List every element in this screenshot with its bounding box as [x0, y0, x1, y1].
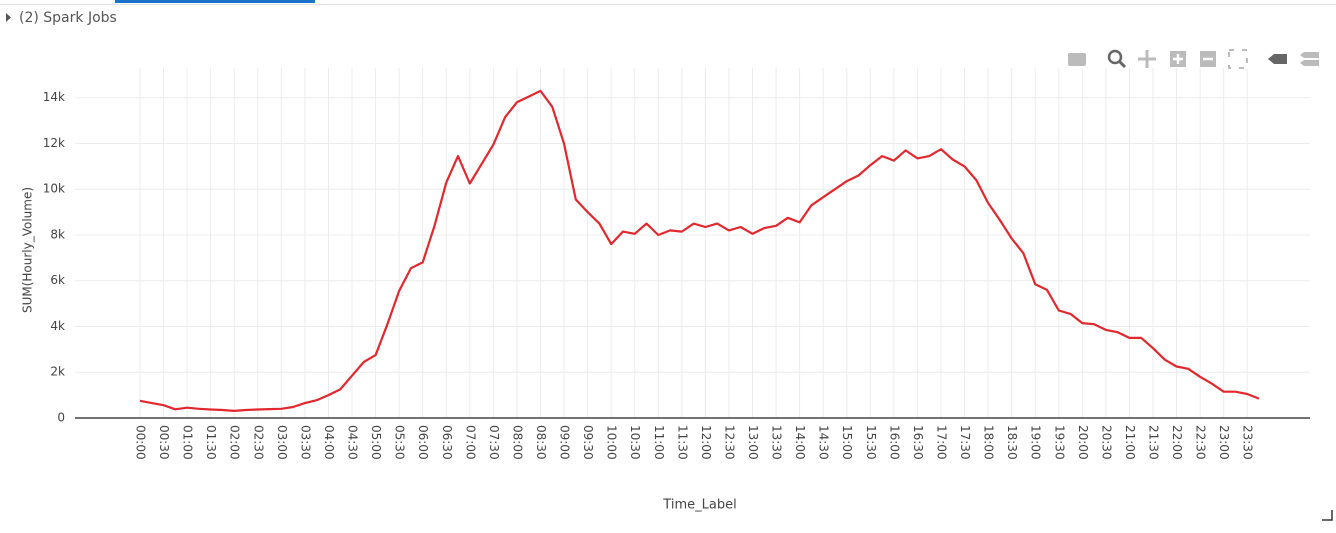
y-tick-label: 8k: [50, 227, 65, 241]
x-tick-label: 18:00: [982, 425, 996, 460]
x-tick-label: 05:30: [393, 425, 407, 460]
x-tick-label: 23:00: [1217, 425, 1231, 460]
x-tick-label: 11:30: [675, 425, 689, 460]
plot: 0 2k 4k 6k 8k 10k 12k 14k 00:00 00:30 01:00 01:30 02…: [43, 68, 1310, 460]
expand-arrow[interactable]: [6, 13, 11, 22]
x-tick-label: 04:30: [346, 425, 360, 460]
x-tick-label: 06:00: [416, 425, 430, 460]
x-tick-label: 07:30: [487, 425, 501, 460]
x-tick-label: 11:00: [652, 425, 666, 460]
x-tick-label: 06:30: [440, 425, 454, 460]
x-tick-label: 22:00: [1170, 425, 1184, 460]
x-tick-label: 16:30: [911, 425, 925, 460]
x-tick-label: 09:30: [581, 425, 595, 460]
x-tick-label: 21:00: [1123, 425, 1137, 460]
x-tick-label: 16:00: [887, 425, 901, 460]
zoom-icon[interactable]: [1107, 49, 1123, 65]
camera-icon[interactable]: [1068, 53, 1086, 66]
x-tick-label: 13:00: [746, 425, 760, 460]
x-tick-label: 05:00: [369, 425, 383, 460]
x-tick-label: 17:30: [958, 425, 972, 460]
resize-handle[interactable]: [1322, 510, 1333, 521]
x-tick-label: 15:00: [840, 425, 854, 460]
x-tick-label: 08:00: [510, 425, 524, 460]
active-tab-indicator: [115, 0, 315, 3]
x-tick-label: 03:00: [275, 425, 289, 460]
x-tick-label: 19:30: [1052, 425, 1066, 460]
x-tick-label: 00:00: [134, 425, 148, 460]
x-tick-label: 23:30: [1241, 425, 1255, 460]
x-tick-label: 02:00: [228, 425, 242, 460]
x-tick-label: 20:00: [1076, 425, 1090, 460]
x-tick-label: 13:30: [770, 425, 784, 460]
x-tick-label: 12:30: [722, 425, 736, 460]
data-line: [139, 89, 1260, 412]
x-tick-label: 01:00: [181, 425, 195, 460]
y-tick-label: 12k: [43, 136, 65, 150]
x-tick-label: 09:00: [558, 425, 572, 460]
x-tick-label: 02:30: [251, 425, 265, 460]
hover-compare-icon[interactable]: [1300, 52, 1319, 66]
autoscale-icon[interactable]: [1228, 49, 1248, 69]
x-tick-label: 20:30: [1099, 425, 1113, 460]
x-tick-label: 00:30: [157, 425, 171, 460]
spark-jobs-toggle[interactable]: (2) Spark Jobs: [19, 10, 117, 26]
hover-closest-icon[interactable]: [1268, 54, 1287, 64]
x-tick-label: 15:30: [864, 425, 878, 460]
x-tick-label: 10:30: [628, 425, 642, 460]
x-tick-label: 07:00: [463, 425, 477, 460]
x-tick-label: 12:00: [699, 425, 713, 460]
pan-icon[interactable]: [1138, 50, 1156, 68]
x-tick-label: 04:00: [322, 425, 336, 460]
x-tick-label: 01:30: [204, 425, 218, 460]
x-tick-label: 10:00: [605, 425, 619, 460]
y-tick-label: 2k: [50, 365, 65, 379]
y-tick-label: 6k: [50, 273, 65, 287]
x-tick-label: 03:30: [298, 425, 312, 460]
y-tick-label: 14k: [43, 90, 65, 104]
chart-toolbar: [1068, 49, 1319, 69]
x-tick-label: 21:30: [1146, 425, 1160, 460]
x-tick-label: 17:00: [934, 425, 948, 460]
y-axis-title: SUM(Hourly_Volume): [21, 187, 35, 313]
y-tick-label: 10k: [43, 182, 65, 196]
x-tick-label: 18:30: [1005, 425, 1019, 460]
y-tick-label: 0: [57, 411, 65, 425]
x-tick-label: 22:30: [1194, 425, 1208, 460]
x-axis-title: Time_Label: [662, 498, 736, 513]
y-tick-label: 4k: [50, 319, 65, 333]
x-tick-label: 08:30: [534, 425, 548, 460]
x-tick-label: 14:30: [817, 425, 831, 460]
x-tick-label: 19:00: [1029, 425, 1043, 460]
x-tick-label: 14:00: [793, 425, 807, 460]
